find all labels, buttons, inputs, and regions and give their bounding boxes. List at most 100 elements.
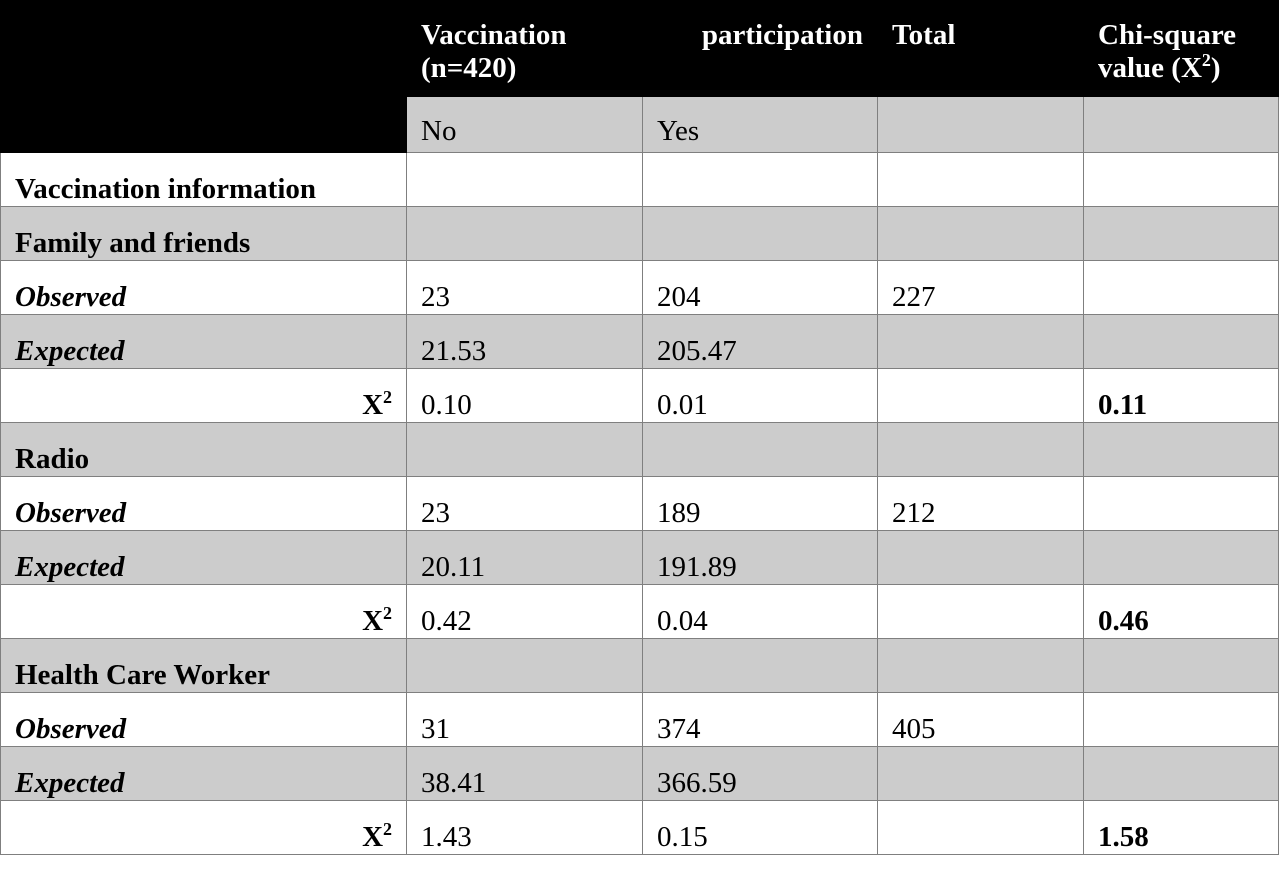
observed-total: 212 (877, 476, 1084, 531)
observed-label: Observed (0, 476, 407, 531)
group-name: Family and friends (0, 206, 407, 261)
empty-cell (406, 206, 643, 261)
empty-cell (406, 152, 643, 207)
observed-yes: 189 (642, 476, 878, 531)
observed-yes: 204 (642, 260, 878, 315)
observed-no: 23 (406, 260, 643, 315)
expected-yes: 205.47 (642, 314, 878, 369)
x2-no: 0.42 (406, 584, 643, 639)
expected-label: Expected (0, 314, 407, 369)
empty-cell (877, 368, 1084, 423)
x2-sup: 2 (383, 386, 392, 407)
empty-cell (877, 314, 1084, 369)
x2-no: 0.10 (406, 368, 643, 423)
empty-cell (642, 152, 878, 207)
empty-cell (1083, 638, 1279, 693)
x2-base: X (362, 820, 384, 853)
empty-cell (877, 638, 1084, 693)
expected-row: Expected 38.41 366.59 (0, 746, 1279, 801)
empty-cell (1083, 152, 1279, 207)
empty-cell (877, 152, 1084, 207)
expected-label: Expected (0, 530, 407, 585)
x2-row: X2 0.10 0.01 0.11 (0, 368, 1279, 423)
expected-row: Expected 21.53 205.47 (0, 314, 1279, 369)
empty-cell (1083, 746, 1279, 801)
x2-row: X2 0.42 0.04 0.46 (0, 584, 1279, 639)
x2-yes: 0.01 (642, 368, 878, 423)
section-row: Vaccination information (0, 152, 1279, 207)
yes-header: Yes (642, 96, 878, 153)
header-row: Vaccination participation (n=420) Total … (0, 0, 1279, 153)
observed-row: Observed 23 204 227 (0, 260, 1279, 315)
empty-cell (1083, 530, 1279, 585)
empty-cell (1083, 692, 1279, 747)
subheader-row: No Yes (1, 96, 1279, 153)
total-subheader-empty (877, 96, 1084, 153)
corner-cell (0, 0, 407, 153)
expected-yes: 366.59 (642, 746, 878, 801)
chi-square-header: Chi-square value (X2) (1083, 0, 1279, 97)
vp-n: (n=420) (421, 52, 517, 85)
group-row: Radio (0, 422, 1279, 477)
group-row: Family and friends (0, 206, 1279, 261)
observed-label: Observed (0, 692, 407, 747)
total-header: Total (877, 0, 1084, 97)
empty-cell (406, 638, 643, 693)
empty-cell (406, 422, 643, 477)
expected-label: Expected (0, 746, 407, 801)
empty-cell (877, 746, 1084, 801)
chi-line2-prefix: value (X (1098, 52, 1202, 85)
vaccination-participation-header: Vaccination participation (n=420) (406, 0, 878, 97)
observed-row: Observed 31 374 405 (0, 692, 1279, 747)
empty-cell (877, 584, 1084, 639)
chi-square-value: 0.46 (1083, 584, 1279, 639)
x2-base: X (362, 388, 384, 421)
chi-line2-suffix: ) (1210, 52, 1221, 85)
observed-yes: 374 (642, 692, 878, 747)
empty-cell (877, 530, 1084, 585)
x2-yes: 0.15 (642, 800, 878, 855)
section-title: Vaccination information (0, 152, 407, 207)
group-name: Radio (0, 422, 407, 477)
empty-cell (1083, 206, 1279, 261)
expected-no: 38.41 (406, 746, 643, 801)
observed-label: Observed (0, 260, 407, 315)
empty-cell (642, 206, 878, 261)
x2-label: X2 (0, 800, 407, 855)
group-name: Health Care Worker (0, 638, 407, 693)
expected-yes: 191.89 (642, 530, 878, 585)
empty-cell (877, 422, 1084, 477)
x2-sup: 2 (383, 818, 392, 839)
empty-cell (642, 422, 878, 477)
group-row: Health Care Worker (0, 638, 1279, 693)
expected-row: Expected 20.11 191.89 (0, 530, 1279, 585)
empty-cell (877, 800, 1084, 855)
x2-base: X (362, 604, 384, 637)
x2-label: X2 (0, 368, 407, 423)
observed-no: 31 (406, 692, 643, 747)
chi-square-table: Vaccination participation (n=420) Total … (0, 0, 1279, 855)
x2-no: 1.43 (406, 800, 643, 855)
expected-no: 20.11 (406, 530, 643, 585)
observed-total: 405 (877, 692, 1084, 747)
chi-line2: value (X2) (1098, 52, 1264, 85)
empty-cell (1083, 422, 1279, 477)
empty-cell (1083, 476, 1279, 531)
observed-total: 227 (877, 260, 1084, 315)
vp-word2: participation (701, 19, 863, 51)
empty-cell (1083, 314, 1279, 369)
x2-sup: 2 (383, 602, 392, 623)
chi-subheader-empty (1083, 96, 1279, 153)
chi-square-value: 0.11 (1083, 368, 1279, 423)
expected-no: 21.53 (406, 314, 643, 369)
x2-yes: 0.04 (642, 584, 878, 639)
vp-word1: Vaccination (421, 19, 567, 51)
empty-cell (1083, 260, 1279, 315)
observed-row: Observed 23 189 212 (0, 476, 1279, 531)
x2-row: X2 1.43 0.15 1.58 (0, 800, 1279, 855)
observed-no: 23 (406, 476, 643, 531)
chi-square-value: 1.58 (1083, 800, 1279, 855)
chi-line1: Chi-square (1098, 19, 1237, 51)
chi-line2-sup: 2 (1201, 50, 1211, 71)
